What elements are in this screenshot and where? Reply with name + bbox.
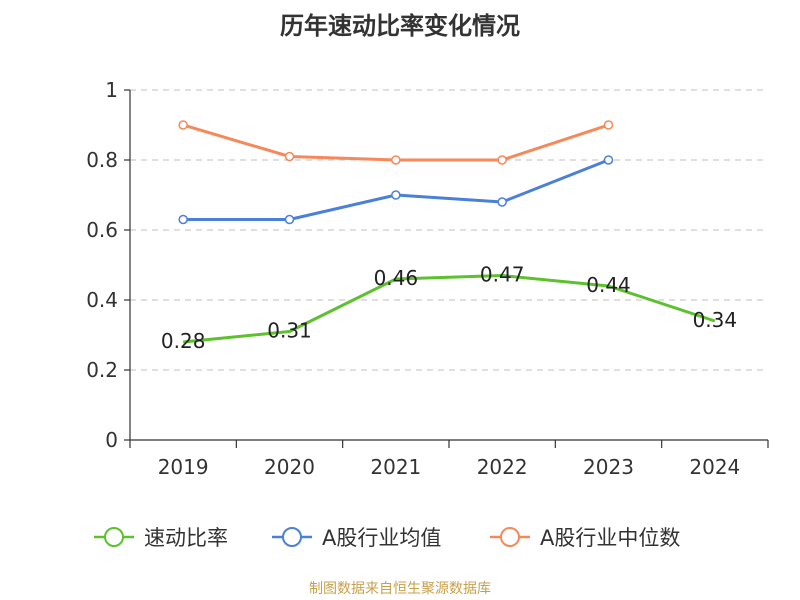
legend-marker-icon bbox=[272, 527, 312, 547]
legend-label: A股行业均值 bbox=[322, 526, 442, 550]
data-labels: 0.28 0.31 0.46 0.47 0.44 0.34 bbox=[161, 263, 737, 354]
data-point bbox=[391, 190, 401, 200]
data-label: 0.28 bbox=[161, 329, 206, 353]
data-point bbox=[497, 197, 507, 207]
data-point bbox=[497, 155, 507, 165]
gridlines bbox=[130, 89, 768, 371]
x-tick-label: 2022 bbox=[477, 455, 528, 479]
data-label: 0.44 bbox=[586, 273, 631, 297]
series-line bbox=[183, 274, 716, 344]
y-tick-label: 1 bbox=[105, 78, 118, 102]
data-label: 0.34 bbox=[693, 308, 738, 332]
legend-label: 速动比率 bbox=[144, 526, 228, 550]
legend-item-industry-median[interactable]: A股行业中位数 bbox=[488, 522, 680, 552]
y-tick-label: 0.2 bbox=[86, 358, 118, 382]
y-tick-label: 0 bbox=[105, 428, 118, 452]
source-note: 制图数据来自恒生聚源数据库 bbox=[309, 581, 491, 597]
y-tick-label: 0.8 bbox=[86, 148, 118, 172]
data-point bbox=[391, 155, 401, 165]
data-point bbox=[284, 214, 295, 225]
series-lines bbox=[178, 120, 716, 344]
legend-marker-icon bbox=[94, 527, 134, 547]
x-tick-label: 2019 bbox=[158, 455, 209, 479]
data-point bbox=[178, 214, 188, 225]
y-tick-label: 0.6 bbox=[86, 218, 118, 242]
legend-item-industry-mean[interactable]: A股行业均值 bbox=[270, 522, 441, 552]
legend-label: A股行业中位数 bbox=[540, 526, 681, 550]
legend-marker-icon bbox=[490, 527, 530, 547]
data-point bbox=[284, 151, 295, 162]
x-tick-label: 2020 bbox=[264, 455, 315, 479]
series-line bbox=[183, 158, 610, 221]
axes: 0 0.2 0.4 0.6 0.8 1 2019 2020 2021 2022 2023 2024 bbox=[86, 78, 769, 479]
x-tick-label: 2024 bbox=[689, 455, 740, 479]
series-line bbox=[182, 123, 609, 162]
legend-item-quick-ratio[interactable]: 速动比率 bbox=[92, 522, 228, 552]
y-tick-label: 0.4 bbox=[86, 288, 118, 312]
data-label: 0.46 bbox=[374, 266, 419, 290]
data-label: 0.31 bbox=[267, 319, 312, 343]
data-point bbox=[603, 155, 614, 165]
data-point bbox=[178, 120, 188, 130]
x-tick-label: 2021 bbox=[370, 455, 421, 479]
data-point bbox=[603, 120, 614, 130]
chart-title: 历年速动比率变化情况 bbox=[280, 12, 520, 40]
x-tick-label: 2023 bbox=[583, 455, 634, 479]
data-label: 0.47 bbox=[480, 263, 525, 287]
